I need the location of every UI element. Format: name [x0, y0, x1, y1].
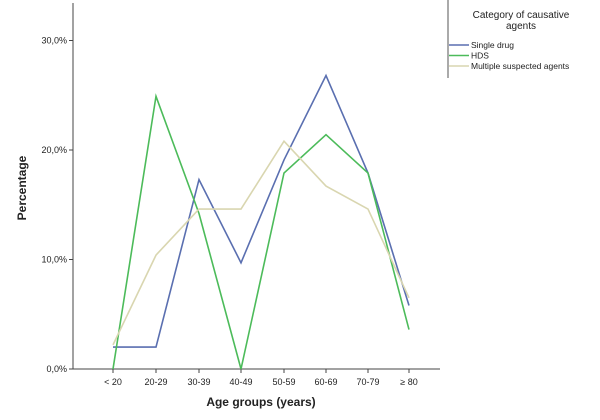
legend: Category of causative agents Single drugH…	[447, 0, 570, 78]
x-tick-label: 20-29	[144, 377, 167, 387]
axes: 0,0% 10,0% 20,0% 30,0% < 20 20-29 30-39 40-49 50…	[41, 3, 440, 387]
series-line-0	[113, 73, 410, 348]
y-axis-label: Percentage	[15, 155, 29, 220]
legend-entry: Multiple suspected agents	[471, 61, 569, 71]
y-tick-label: 20,0%	[41, 145, 67, 155]
x-tick-label: 70-79	[356, 377, 379, 387]
legend-entry: HDS	[471, 51, 489, 61]
series-line-2	[112, 139, 410, 346]
y-tick-label: 30,0%	[41, 36, 67, 46]
legend-title: Category of causative	[473, 10, 570, 21]
series-line-1	[112, 93, 410, 370]
x-tick-label: 60-69	[314, 377, 337, 387]
x-tick-label: < 20	[104, 377, 122, 387]
y-tick-label: 0,0%	[46, 364, 67, 374]
x-tick-label: 40-49	[229, 377, 252, 387]
legend-entry: Single drug	[471, 40, 514, 50]
y-tick-label: 10,0%	[41, 255, 67, 265]
series-lines	[112, 73, 410, 370]
x-tick-label: ≥ 80	[400, 377, 417, 387]
x-tick-label: 50-59	[272, 377, 295, 387]
x-tick-label: 30-39	[187, 377, 210, 387]
legend-title-cont: agents	[506, 21, 536, 32]
x-axis-label: Age groups (years)	[206, 395, 315, 409]
